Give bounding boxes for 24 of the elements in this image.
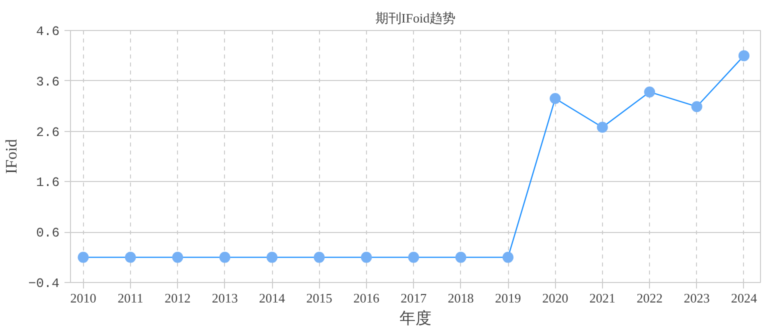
y-tick-label: 2.6: [36, 124, 60, 140]
y-tick-label: −0.4: [28, 276, 60, 291]
x-tick-label: 2011: [118, 290, 144, 306]
y-tick-label: 4.6: [36, 24, 60, 39]
y-tick-label: 1.6: [36, 175, 60, 190]
y-tick-label: 3.6: [36, 74, 60, 90]
x-tick-label: 2015: [306, 290, 332, 306]
x-tick-label: 2022: [636, 290, 663, 306]
y-axis-title: IFoid: [3, 139, 20, 174]
x-tick-label: 2010: [70, 290, 96, 306]
x-tick-label: 2021: [589, 290, 616, 306]
x-tick-label: 2013: [212, 290, 238, 306]
x-axis-title: 年度: [400, 310, 432, 328]
x-tick-label: 2024: [730, 290, 758, 306]
x-tick-label: 2023: [684, 290, 710, 306]
x-tick-label: 2019: [495, 290, 522, 306]
x-tick-label: 2012: [164, 290, 191, 306]
x-tick-label: 2016: [353, 290, 380, 306]
x-tick-label: 2018: [448, 290, 474, 306]
x-tick-label: 2020: [542, 290, 568, 306]
chart-title: 期刊IFoid趋势: [375, 10, 456, 26]
x-tick-label: 2014: [259, 290, 286, 306]
y-tick-label: 0.6: [36, 226, 60, 241]
x-tick-label: 2017: [400, 290, 428, 306]
